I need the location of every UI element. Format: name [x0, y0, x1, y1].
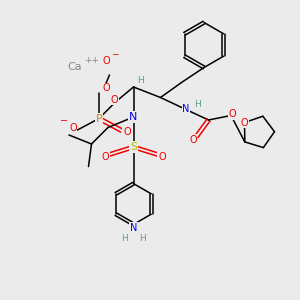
Text: O: O	[69, 123, 77, 133]
Text: O: O	[110, 94, 118, 105]
Text: −: −	[60, 116, 68, 126]
Text: N: N	[129, 112, 138, 122]
Text: ++: ++	[84, 56, 99, 65]
Text: −: −	[111, 49, 118, 58]
Text: O: O	[103, 56, 110, 66]
Text: O: O	[229, 109, 236, 119]
Text: Ca: Ca	[68, 62, 82, 73]
Text: O: O	[103, 83, 110, 94]
Text: O: O	[241, 118, 248, 128]
Text: O: O	[158, 152, 166, 163]
Text: O: O	[123, 127, 131, 137]
Text: S: S	[130, 142, 137, 152]
Text: P: P	[96, 113, 102, 124]
Text: N: N	[182, 104, 190, 115]
Text: H: H	[137, 76, 143, 85]
Text: H: H	[194, 100, 201, 109]
Text: H: H	[139, 234, 146, 243]
Text: O: O	[189, 135, 197, 145]
Text: O: O	[101, 152, 109, 163]
Text: H: H	[121, 234, 128, 243]
Text: N: N	[130, 223, 137, 233]
